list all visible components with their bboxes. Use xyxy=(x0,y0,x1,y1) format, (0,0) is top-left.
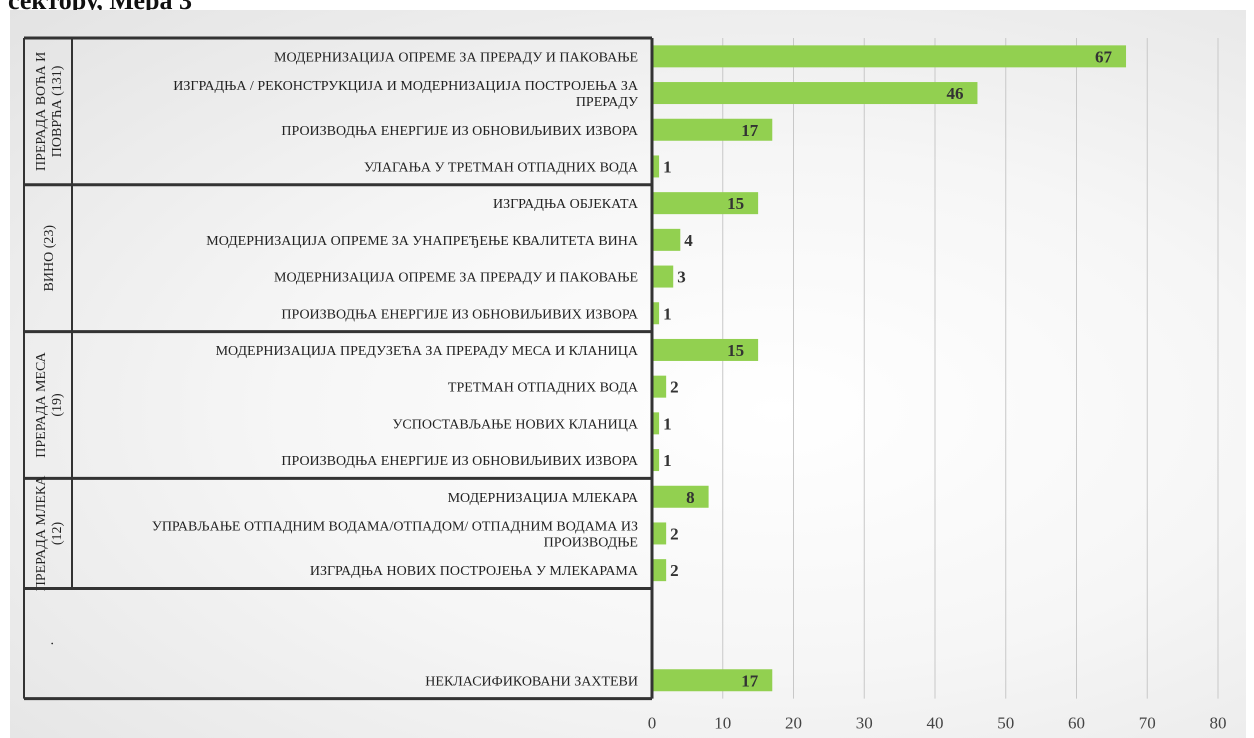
data-label: 46 xyxy=(946,84,963,103)
bar xyxy=(652,375,667,398)
category-label: МОДЕРНИЗАЦИЈА ОПРЕМЕ ЗА ПРЕРАДУ И ПАКОВА… xyxy=(274,50,638,65)
category-label: МОДЕРНИЗАЦИЈА ПРЕДУЗЕЋА ЗА ПРЕРАДУ МЕСА … xyxy=(216,344,639,359)
bar-chart: 0 10 20 30 40 50 60 70 80 ПРЕРАДА ВОЋА ИПОВРЋА (1… xyxy=(23,36,1227,733)
bar xyxy=(652,302,660,325)
data-label: 2 xyxy=(670,561,679,580)
data-label: 1 xyxy=(663,414,672,433)
data-label: 15 xyxy=(727,341,744,360)
category-label: ПРОИЗВОДЊА ЕНЕРГИЈЕ ИЗ ОБНОВИЉИВИХ ИЗВОР… xyxy=(281,124,639,139)
bar xyxy=(652,45,1127,68)
data-label: 8 xyxy=(686,488,695,507)
bar xyxy=(652,82,978,105)
bar xyxy=(652,669,773,692)
category-label: ПРОИЗВОДЊА ЕНЕРГИЈЕ ИЗ ОБНОВИЉИВИХ ИЗВОР… xyxy=(281,454,639,469)
category-label: УСПОСТАВЉАЊЕ НОВИХ КЛАНИЦА xyxy=(392,417,638,432)
bar xyxy=(652,192,759,215)
bar xyxy=(652,559,667,582)
bar xyxy=(652,485,709,508)
category-label: ТРЕТМАН ОТПАДНИХ ВОДА xyxy=(448,381,639,396)
x-tick-label: 20 xyxy=(785,714,802,733)
category-label: ИЗГРАДЊА НОВИХ ПОСТРОЈЕЊА У МЛЕКАРАМА xyxy=(310,564,639,579)
data-label: 1 xyxy=(663,304,672,323)
x-tick-label: 40 xyxy=(927,714,944,733)
data-label: 2 xyxy=(670,524,679,543)
data-label: 4 xyxy=(684,231,693,250)
category-label: МОДЕРНИЗАЦИЈА МЛЕКАРА xyxy=(448,491,639,506)
bar xyxy=(652,338,759,361)
category-label: НЕКЛАСИФИКОВАНИ ЗАХТЕВИ xyxy=(425,674,638,689)
category-label: ИЗГРАДЊА / РЕКОНСТРУКЦИЈА И МОДЕРНИЗАЦИЈ… xyxy=(173,79,639,110)
chart-panel: 0 10 20 30 40 50 60 70 80 ПРЕРАДА ВОЋА ИПОВРЋА (1… xyxy=(10,10,1246,738)
bar xyxy=(652,118,773,141)
bar xyxy=(652,265,674,288)
bar xyxy=(652,412,660,435)
group-label: ПРЕРАДА МЕСА(19) xyxy=(34,351,65,457)
data-label: 67 xyxy=(1095,47,1113,66)
group-label: ПРЕРАДА МЛЕКА(12) xyxy=(34,475,65,592)
bar xyxy=(652,228,681,251)
data-label: 2 xyxy=(670,378,679,397)
data-label: 1 xyxy=(663,451,672,470)
group-label: . xyxy=(42,642,57,646)
category-label: ПРОИЗВОДЊА ЕНЕРГИЈЕ ИЗ ОБНОВИЉИВИХ ИЗВОР… xyxy=(281,307,639,322)
data-label: 17 xyxy=(741,121,759,140)
x-tick-label: 80 xyxy=(1210,714,1227,733)
x-tick-label: 30 xyxy=(856,714,873,733)
bar xyxy=(652,449,660,472)
data-label: 3 xyxy=(677,268,686,287)
category-label: МОДЕРНИЗАЦИЈА ОПРЕМЕ ЗА УНАПРЕЂЕЊЕ КВАЛИ… xyxy=(206,234,639,249)
x-tick-label: 70 xyxy=(1139,714,1156,733)
category-label: МОДЕРНИЗАЦИЈА ОПРЕМЕ ЗА ПРЕРАДУ И ПАКОВА… xyxy=(274,271,638,286)
group-label: ПРЕРАДА ВОЋА ИПОВРЋА (131) xyxy=(34,52,65,171)
x-tick-label: 50 xyxy=(997,714,1014,733)
category-label: УПРАВЉАЊЕ ОТПАДНИМ ВОДАМА/ОТПАДОМ/ ОТПАД… xyxy=(152,519,638,550)
data-label: 1 xyxy=(663,157,672,176)
data-label: 17 xyxy=(741,671,759,690)
x-tick-label: 0 xyxy=(648,714,657,733)
category-label: УЛАГАЊА У ТРЕТМАН ОТПАДНИХ ВОДА xyxy=(364,160,639,175)
bar xyxy=(652,155,660,178)
group-label: ВИНО (23) xyxy=(42,225,57,292)
x-tick-label: 10 xyxy=(714,714,731,733)
bar xyxy=(652,522,667,545)
x-tick-label: 60 xyxy=(1068,714,1085,733)
category-label: ИЗГРАДЊА ОБЈЕКАТА xyxy=(493,197,639,212)
data-label: 15 xyxy=(727,194,744,213)
